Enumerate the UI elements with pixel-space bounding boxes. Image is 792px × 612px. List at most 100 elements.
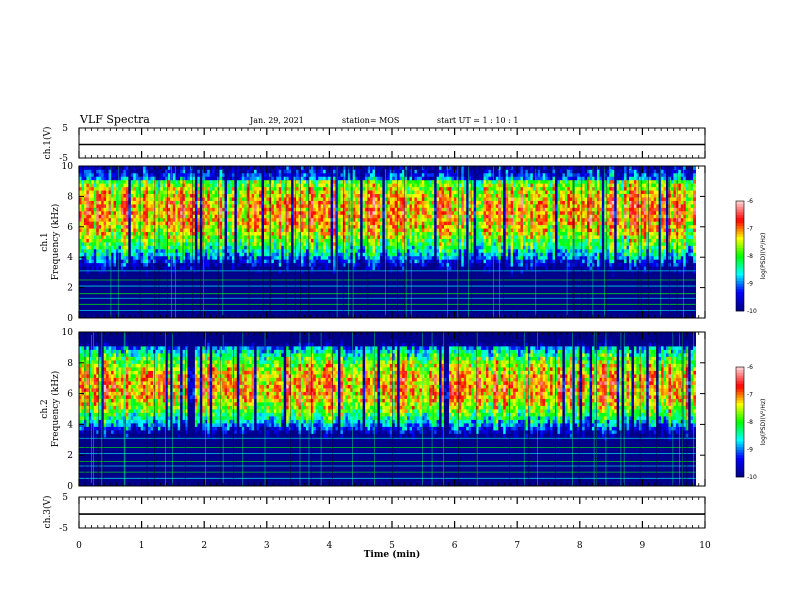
spectrogram-cell: [207, 270, 210, 274]
spectrogram-cell: [210, 304, 213, 308]
spectrogram-cell: [232, 166, 235, 170]
spectrogram-cell: [286, 218, 289, 222]
spectrogram-cell: [91, 176, 94, 180]
spectrogram-cell: [281, 201, 284, 205]
spectrogram-cell: [84, 211, 87, 215]
spectrogram-cell: [229, 173, 232, 177]
spectrogram-cell: [151, 280, 154, 284]
spectrogram-cell: [237, 304, 240, 308]
spectrogram-cell: [254, 294, 257, 298]
spectrogram-cell: [123, 190, 126, 194]
spectrogram-cell: [170, 214, 173, 218]
spectrogram-cell: [212, 242, 215, 246]
spectrogram-cell: [170, 221, 173, 225]
spectrogram-cell: [155, 173, 158, 177]
spectrogram-cell: [81, 176, 84, 180]
spectrogram-cell: [220, 239, 223, 243]
spectrogram-cell: [138, 225, 141, 229]
spectrogram-cell: [239, 232, 242, 236]
spectrogram-cell: [155, 221, 158, 225]
spectrogram-cell: [106, 266, 109, 270]
spectrogram-cell: [301, 204, 304, 208]
spectrogram-cell: [96, 183, 99, 187]
spectrogram-cell: [131, 273, 134, 277]
spectrogram-cell: [197, 235, 200, 239]
spectrogram-cell: [170, 180, 173, 184]
spectrogram-cell: [210, 169, 213, 173]
spectrogram-cell: [333, 239, 336, 243]
spectrogram-cell: [249, 204, 252, 208]
spectrogram-cell: [210, 187, 213, 191]
spectrogram-cell: [118, 256, 121, 260]
spectrogram-cell: [232, 287, 235, 291]
spectrogram-cell: [296, 207, 299, 211]
spectrogram-cell: [318, 308, 321, 312]
spectrogram-cell: [316, 201, 319, 205]
spectrogram-cell: [234, 232, 237, 236]
spectrogram-cell: [340, 249, 343, 253]
spectrogram-cell: [168, 183, 171, 187]
spectrogram-cell: [197, 190, 200, 194]
spectrogram-cell: [291, 235, 294, 239]
spectrogram-cell: [128, 249, 131, 253]
spectrogram-cell: [318, 287, 321, 291]
spectrogram-cell: [131, 283, 134, 287]
spectrogram-cell: [200, 180, 203, 184]
spectrogram-cell: [249, 294, 252, 298]
spectrogram-cell: [318, 218, 321, 222]
spectrogram-cell: [138, 259, 141, 263]
spectrogram-cell: [96, 280, 99, 284]
spectrogram-cell: [136, 221, 139, 225]
spectrogram-cell: [185, 180, 188, 184]
spectrogram-cell: [195, 239, 198, 243]
spectrogram-cell: [178, 280, 181, 284]
spectrogram-cell: [155, 249, 158, 253]
spectrogram-cell: [195, 166, 198, 170]
spectrogram-cell: [340, 211, 343, 215]
spectrogram-cell: [306, 259, 309, 263]
spectrogram-cell: [331, 273, 334, 277]
spectrogram-cell: [340, 304, 343, 308]
spectrogram-cell: [289, 207, 292, 211]
spectrogram-cell: [89, 245, 92, 249]
spectrogram-cell: [232, 180, 235, 184]
spectrogram-cell: [225, 270, 228, 274]
spectrogram-cell: [136, 176, 139, 180]
spectrogram-cell: [118, 173, 121, 177]
spectrogram-cell: [321, 218, 324, 222]
spectrogram-cell: [210, 176, 213, 180]
spectrogram-cell: [151, 232, 154, 236]
spectrogram-cell: [239, 239, 242, 243]
spectrogram-cell: [239, 211, 242, 215]
spectrogram-cell: [151, 221, 154, 225]
spectrogram-cell: [155, 232, 158, 236]
spectrogram-cell: [252, 287, 255, 291]
spectrogram-cell: [111, 183, 114, 187]
spectrogram-cell: [303, 249, 306, 253]
spectrogram-cell: [225, 176, 228, 180]
spectrogram-cell: [326, 287, 329, 291]
spectrogram-cell: [89, 249, 92, 253]
spectrogram-cell: [185, 218, 188, 222]
spectrogram-cell: [94, 270, 97, 274]
spectrogram-cell: [333, 214, 336, 218]
spectrogram-cell: [326, 283, 329, 287]
spectrogram-cell: [84, 266, 87, 270]
spectrogram-cell: [227, 304, 230, 308]
spectrogram-cell: [121, 221, 124, 225]
spectrogram-cell: [121, 245, 124, 249]
spectrogram-cell: [126, 283, 129, 287]
spectrogram-cell: [168, 214, 171, 218]
spectrogram-cell: [207, 211, 210, 215]
spectrogram-cell: [242, 166, 245, 170]
spectrogram-cell: [185, 190, 188, 194]
spectrogram-cell: [296, 280, 299, 284]
spectrogram-cell: [220, 311, 223, 315]
spectrogram-cell: [222, 287, 225, 291]
spectrogram-cell: [303, 235, 306, 239]
spectrogram-cell: [138, 218, 141, 222]
spectrogram-cell: [234, 245, 237, 249]
spectrogram-cell: [239, 287, 242, 291]
spectrogram-cell: [106, 166, 109, 170]
spectrogram-cell: [84, 252, 87, 256]
